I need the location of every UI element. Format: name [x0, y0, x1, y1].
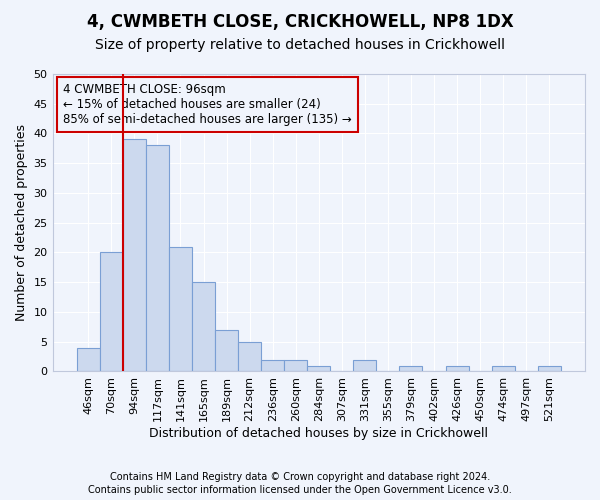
Text: 4 CWMBETH CLOSE: 96sqm
← 15% of detached houses are smaller (24)
85% of semi-det: 4 CWMBETH CLOSE: 96sqm ← 15% of detached…	[63, 83, 352, 126]
Y-axis label: Number of detached properties: Number of detached properties	[15, 124, 28, 321]
Text: Contains HM Land Registry data © Crown copyright and database right 2024.: Contains HM Land Registry data © Crown c…	[110, 472, 490, 482]
Text: Size of property relative to detached houses in Crickhowell: Size of property relative to detached ho…	[95, 38, 505, 52]
Bar	[400, 366, 422, 372]
Bar	[538, 366, 561, 372]
Bar	[123, 140, 146, 372]
Text: 4, CWMBETH CLOSE, CRICKHOWELL, NP8 1DX: 4, CWMBETH CLOSE, CRICKHOWELL, NP8 1DX	[86, 12, 514, 30]
Bar	[491, 366, 515, 372]
Bar	[353, 360, 376, 372]
Bar	[169, 246, 192, 372]
Bar	[307, 366, 330, 372]
Bar	[446, 366, 469, 372]
Bar	[238, 342, 261, 372]
Bar	[77, 348, 100, 372]
Text: Contains public sector information licensed under the Open Government Licence v3: Contains public sector information licen…	[88, 485, 512, 495]
Bar	[215, 330, 238, 372]
Bar	[261, 360, 284, 372]
Bar	[100, 252, 123, 372]
Bar	[146, 146, 169, 372]
Bar	[284, 360, 307, 372]
Bar	[192, 282, 215, 372]
X-axis label: Distribution of detached houses by size in Crickhowell: Distribution of detached houses by size …	[149, 427, 488, 440]
